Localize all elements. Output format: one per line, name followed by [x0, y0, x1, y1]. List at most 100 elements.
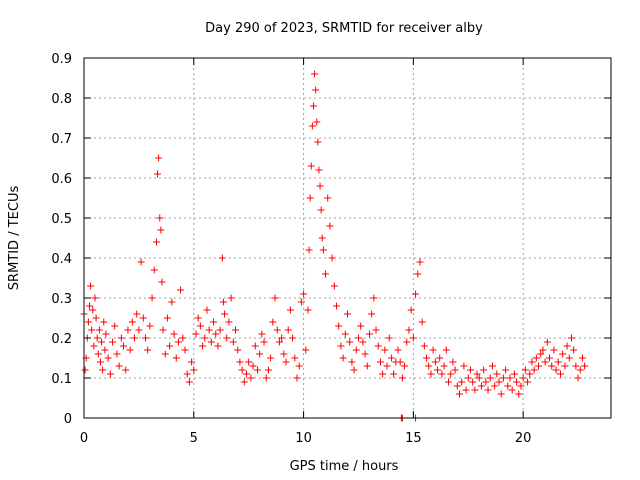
data-point	[429, 346, 437, 354]
data-point	[297, 298, 305, 306]
data-point	[286, 306, 294, 314]
chart-title: Day 290 of 2023, SRMTID for receiver alb…	[205, 21, 483, 36]
data-point	[316, 182, 324, 190]
data-point	[232, 326, 240, 334]
data-point	[497, 390, 505, 398]
data-point	[445, 378, 453, 386]
data-point	[104, 354, 112, 362]
data-point	[368, 310, 376, 318]
data-point	[247, 374, 255, 382]
data-point	[111, 322, 119, 330]
data-point	[101, 346, 109, 354]
data-point	[546, 354, 554, 362]
data-point	[309, 102, 317, 110]
data-point	[192, 330, 200, 338]
data-point	[390, 370, 398, 378]
data-point	[102, 330, 110, 338]
data-point	[466, 366, 474, 374]
data-point	[473, 370, 481, 378]
data-point	[532, 354, 540, 362]
data-point	[477, 382, 485, 390]
data-point	[92, 314, 100, 322]
data-point	[219, 298, 227, 306]
y-tick-label: 0.8	[51, 92, 72, 107]
data-point	[565, 354, 573, 362]
data-point	[96, 358, 104, 366]
data-point	[363, 362, 371, 370]
data-point	[93, 334, 101, 342]
data-point	[106, 370, 114, 378]
data-point	[115, 362, 123, 370]
data-point	[524, 378, 532, 386]
plot-frame	[83, 57, 612, 419]
data-point	[179, 334, 187, 342]
data-point	[89, 306, 97, 314]
data-point	[519, 374, 527, 382]
data-point	[502, 366, 510, 374]
data-point	[120, 342, 128, 350]
data-point	[148, 294, 156, 302]
data-point	[471, 386, 479, 394]
data-point	[449, 358, 457, 366]
data-point	[88, 326, 96, 334]
data-point	[370, 294, 378, 302]
data-point	[401, 362, 409, 370]
data-point	[90, 342, 98, 350]
data-point	[289, 334, 297, 342]
data-point	[144, 346, 152, 354]
data-point	[361, 350, 369, 358]
data-point	[341, 330, 349, 338]
data-point	[109, 338, 117, 346]
data-point	[455, 390, 463, 398]
data-point	[256, 350, 264, 358]
y-tick-label: 0.3	[51, 292, 72, 307]
data-point	[284, 326, 292, 334]
y-axis-ticks: 0 0.1 0.2 0.3 0.4 0.5 0.6 0.7 0.8 0.9	[51, 52, 611, 427]
data-point	[578, 354, 586, 362]
data-point	[85, 302, 93, 310]
data-point	[95, 326, 103, 334]
data-point	[251, 342, 259, 350]
data-point	[128, 318, 136, 326]
data-point	[124, 326, 132, 334]
data-point	[155, 154, 163, 162]
data-point	[376, 358, 384, 366]
data-point	[427, 370, 435, 378]
data-point	[271, 294, 279, 302]
data-point	[225, 318, 233, 326]
data-point	[238, 366, 246, 374]
y-tick-label: 0	[64, 412, 72, 427]
data-point	[535, 362, 543, 370]
data-point	[328, 254, 336, 262]
data-point	[337, 342, 345, 350]
x-axis-label: GPS time / hours	[290, 459, 399, 474]
data-point	[442, 346, 450, 354]
data-point	[133, 310, 141, 318]
data-points	[80, 70, 589, 422]
data-point	[493, 370, 501, 378]
data-point	[221, 310, 229, 318]
data-point	[122, 366, 130, 374]
data-point	[513, 378, 521, 386]
data-point	[315, 166, 323, 174]
data-point	[559, 350, 567, 358]
data-point	[528, 358, 536, 366]
data-point	[311, 70, 319, 78]
data-point	[394, 346, 402, 354]
data-point	[216, 326, 224, 334]
data-point	[156, 214, 164, 222]
data-point	[458, 378, 466, 386]
data-point	[300, 290, 308, 298]
data-point	[295, 362, 303, 370]
data-point	[308, 122, 316, 130]
data-point	[488, 362, 496, 370]
data-point	[242, 370, 250, 378]
data-point	[218, 254, 226, 262]
data-point	[305, 246, 313, 254]
data-point	[574, 374, 582, 382]
data-point	[280, 350, 288, 358]
data-point	[183, 370, 191, 378]
data-point	[396, 358, 404, 366]
data-point	[403, 338, 411, 346]
data-point	[117, 334, 125, 342]
